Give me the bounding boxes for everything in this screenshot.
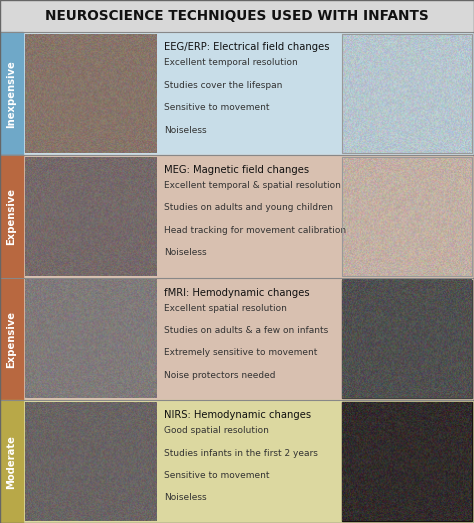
Bar: [0, 32, 474, 155]
Text: EEG/ERP: Electrical field changes: EEG/ERP: Electrical field changes: [164, 42, 329, 52]
Text: Noise protectors needed: Noise protectors needed: [164, 371, 275, 380]
Bar: [158, 278, 340, 401]
Text: MEG: Magnetic field changes: MEG: Magnetic field changes: [164, 165, 309, 175]
Text: Studies on adults and young children: Studies on adults and young children: [164, 203, 333, 212]
Text: Excellent spatial resolution: Excellent spatial resolution: [164, 304, 287, 313]
Text: Noiseless: Noiseless: [164, 248, 207, 257]
Text: Good spatial resolution: Good spatial resolution: [164, 426, 269, 435]
Bar: [342, 280, 472, 399]
Bar: [158, 155, 340, 278]
Bar: [25, 402, 156, 521]
Bar: [342, 157, 472, 276]
Bar: [0, 278, 23, 401]
Text: Excellent temporal & spatial resolution: Excellent temporal & spatial resolution: [164, 181, 341, 190]
Text: Extremely sensitive to movement: Extremely sensitive to movement: [164, 348, 317, 357]
Bar: [25, 157, 156, 276]
Text: Moderate: Moderate: [6, 435, 17, 488]
Bar: [158, 32, 340, 155]
Text: Expensive: Expensive: [6, 311, 17, 368]
Bar: [0, 155, 474, 278]
Bar: [342, 157, 472, 276]
Text: Sensitive to movement: Sensitive to movement: [164, 103, 269, 112]
Text: NEUROSCIENCE TECHNIQUES USED WITH INFANTS: NEUROSCIENCE TECHNIQUES USED WITH INFANT…: [45, 9, 429, 23]
Bar: [0, 0, 474, 32]
Bar: [25, 35, 156, 153]
Text: fMRI: Hemodynamic changes: fMRI: Hemodynamic changes: [164, 288, 310, 298]
Text: Noiseless: Noiseless: [164, 126, 207, 134]
Bar: [25, 280, 156, 399]
Bar: [0, 401, 23, 523]
Bar: [0, 32, 23, 155]
Bar: [0, 155, 23, 278]
Bar: [342, 402, 472, 521]
Text: Excellent temporal resolution: Excellent temporal resolution: [164, 59, 298, 67]
Text: Studies cover the lifespan: Studies cover the lifespan: [164, 81, 282, 90]
Bar: [342, 35, 472, 153]
Text: Inexpensive: Inexpensive: [6, 60, 17, 128]
Text: Sensitive to movement: Sensitive to movement: [164, 471, 269, 480]
Text: Noiseless: Noiseless: [164, 494, 207, 503]
Bar: [0, 401, 474, 523]
Text: Expensive: Expensive: [6, 188, 17, 245]
Text: Studies infants in the first 2 years: Studies infants in the first 2 years: [164, 449, 318, 458]
Bar: [342, 35, 472, 153]
Text: Studies on adults & a few on infants: Studies on adults & a few on infants: [164, 326, 328, 335]
Text: Head tracking for movement calibration: Head tracking for movement calibration: [164, 226, 346, 235]
Text: NIRS: Hemodynamic changes: NIRS: Hemodynamic changes: [164, 411, 311, 420]
Bar: [0, 278, 474, 401]
Bar: [158, 401, 340, 523]
